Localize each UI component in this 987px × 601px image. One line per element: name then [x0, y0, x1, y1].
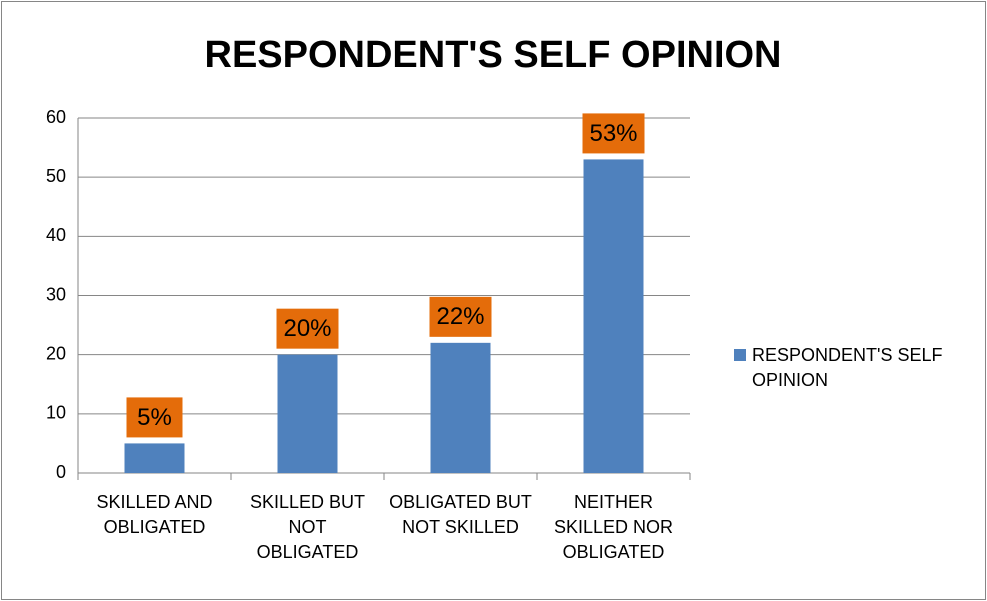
bar — [277, 354, 338, 473]
value-label-box — [429, 296, 492, 337]
bar — [583, 159, 644, 473]
y-tick-label: 20 — [46, 343, 66, 363]
x-tick-label: NEITHER SKILLED NOR OBLIGATED — [553, 492, 674, 562]
x-tick-label: SKILLED BUT NOT OBLIGATED — [249, 492, 366, 562]
x-tick-label: OBLIGATED BUT NOT SKILLED — [389, 492, 532, 537]
value-label: 53% — [589, 120, 637, 147]
value-label-box — [276, 308, 339, 349]
value-label: 22% — [436, 303, 484, 330]
legend-label: RESPONDENT'S SELF OPINION — [752, 345, 943, 390]
bar — [430, 342, 491, 473]
x-tick-label: SKILLED AND OBLIGATED — [96, 492, 213, 537]
y-tick-label: 30 — [46, 284, 66, 304]
y-tick-label: 50 — [46, 166, 66, 186]
value-label-box — [126, 397, 183, 438]
legend-swatch — [734, 349, 746, 361]
y-tick-label: 40 — [46, 225, 66, 245]
bar — [124, 443, 185, 473]
value-label-box — [582, 113, 645, 154]
y-tick-label: 60 — [46, 107, 66, 127]
y-tick-label: 10 — [46, 403, 66, 423]
chart-title: RESPONDENT'S SELF OPINION — [205, 34, 782, 76]
value-label: 20% — [283, 315, 331, 342]
value-label: 5% — [137, 404, 172, 431]
y-tick-label: 0 — [56, 462, 66, 482]
